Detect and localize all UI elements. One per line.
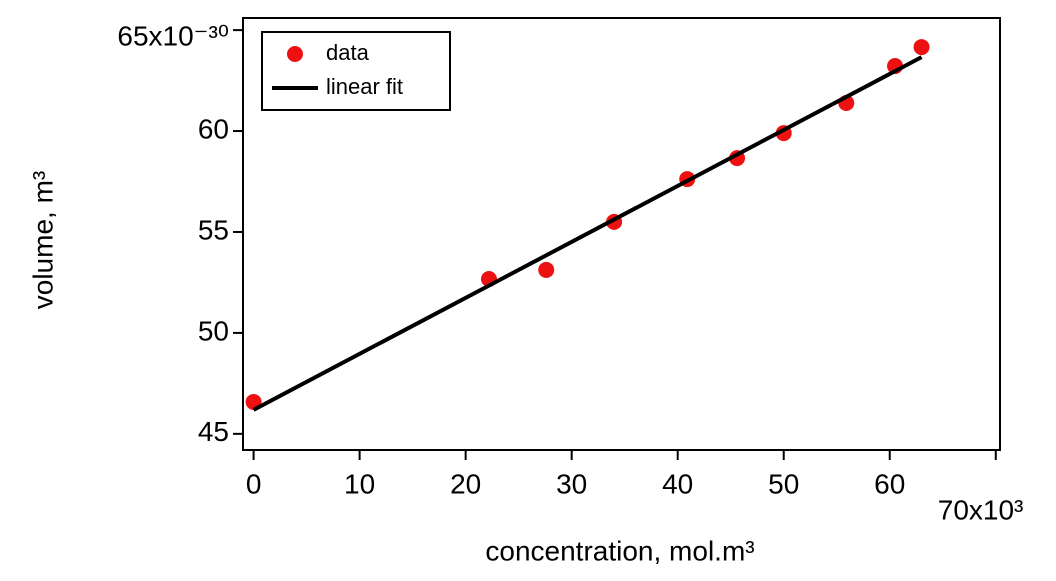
y-tick-label: 50 xyxy=(198,315,229,346)
data-point xyxy=(538,261,555,278)
y-tick-label: 65x10⁻³⁰ xyxy=(117,21,229,52)
x-tick-label: 40 xyxy=(662,468,693,499)
x-tick-label: 0 xyxy=(246,468,262,499)
y-tick-label: 55 xyxy=(198,214,229,245)
x-tick-label: 30 xyxy=(556,468,587,499)
legend-marker xyxy=(287,46,303,62)
y-tick-label: 60 xyxy=(198,113,229,144)
y-axis-label: volume, m³ xyxy=(27,171,58,309)
x-tick-label: 50 xyxy=(768,468,799,499)
data-point xyxy=(913,39,930,56)
x-axis-label: concentration, mol.m³ xyxy=(485,535,754,566)
x-tick-label: 60 xyxy=(874,468,905,499)
x-tick-label: 70x10³ xyxy=(938,494,1024,525)
x-tick-label: 20 xyxy=(450,468,481,499)
legend-box xyxy=(261,31,451,111)
plot-frame xyxy=(242,17,1001,451)
y-tick-label: 45 xyxy=(198,416,229,447)
legend-label: data xyxy=(326,40,370,65)
fit-line xyxy=(252,55,923,412)
x-tick-label: 10 xyxy=(344,468,375,499)
legend-label: linear fit xyxy=(326,74,403,99)
